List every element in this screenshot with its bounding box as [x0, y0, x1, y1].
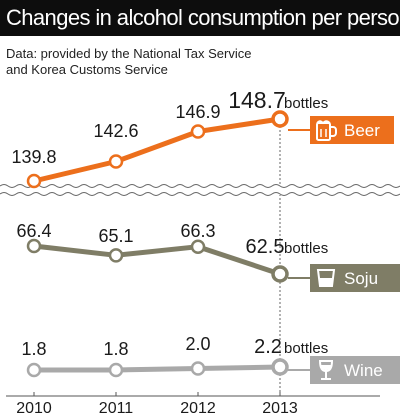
beer-unit-label: bottles [284, 95, 328, 112]
soju-value-label: 65.1 [98, 226, 133, 246]
beer-point-2012 [190, 124, 206, 139]
source-line-1: Data: provided by the National Tax Servi… [6, 46, 252, 61]
soju-value-label-last: 62.5 [246, 236, 285, 258]
soju-glass-body [316, 269, 336, 287]
beer-value-label-last: 148.7 [228, 87, 286, 113]
wine-glass-icon [318, 360, 334, 380]
beer-point-2013 [271, 110, 289, 128]
axis-break-gap [0, 185, 400, 195]
soju-value-label: 66.4 [16, 221, 51, 241]
wine-value-label: 1.8 [103, 339, 128, 359]
beer-value-label: 142.6 [93, 121, 138, 141]
beer-value-label: 139.8 [11, 147, 56, 167]
wine-unit-label: bottles [284, 340, 328, 357]
soju-point-2012 [190, 239, 206, 254]
soju-series: 66.4 65.1 66.3 62.5 bottles [16, 221, 328, 283]
axis-break-wave-top [0, 184, 400, 188]
x-tick-label: 2013 [262, 400, 298, 417]
beer-legend-label: Beer [344, 121, 380, 140]
soju-value-label: 66.3 [180, 221, 215, 241]
beer-mug-foam [316, 120, 331, 125]
wine-value-label: 1.8 [21, 339, 46, 359]
wine-point-2010 [26, 362, 42, 378]
wine-legend-label: Wine [344, 361, 383, 380]
x-tick-label: 2010 [16, 400, 52, 417]
soju-point-2010 [26, 238, 42, 254]
wine-legend: Wine [288, 356, 400, 384]
wine-series: 1.8 1.8 2.0 2.2 bottles [21, 334, 328, 378]
title-bar: Changes in alcohol consumption per perso… [0, 0, 400, 36]
soju-legend-label: Soju [344, 269, 378, 288]
x-tick-label: 2012 [180, 400, 216, 417]
soju-point-2011 [108, 248, 124, 263]
wine-value-label: 2.0 [185, 334, 210, 354]
source-line-2: and Korea Customs Service [6, 62, 168, 77]
source-note: Data: provided by the National Tax Servi… [6, 46, 251, 78]
soju-point-2013 [271, 265, 289, 283]
x-tick-label: 2011 [99, 400, 134, 417]
axis-break [0, 184, 400, 196]
soju-line [31, 243, 283, 277]
chart-title: Changes in alcohol consumption per perso… [6, 5, 400, 30]
beer-mug-icon [316, 120, 337, 141]
wine-point-2012 [190, 361, 206, 376]
beer-point-2011 [108, 154, 124, 169]
soju-legend: Soju [288, 264, 400, 292]
beer-line [31, 116, 283, 184]
wine-line [31, 364, 283, 373]
soju-unit-label: bottles [284, 240, 328, 257]
beer-value-label: 146.9 [175, 102, 220, 122]
wine-glass-bowl [318, 360, 334, 373]
beer-point-2010 [26, 173, 42, 189]
beer-legend: Beer [288, 116, 394, 144]
wine-value-label-last: 2.2 [254, 336, 282, 358]
beer-mug-handle [330, 126, 337, 137]
wine-point-2013 [271, 358, 289, 376]
soju-glass-liquid [319, 278, 333, 285]
axis-break-wave-bottom [0, 192, 400, 196]
wine-point-2011 [108, 362, 124, 378]
wine-glass-liquid [321, 365, 331, 370]
soju-glass-icon [316, 269, 336, 287]
